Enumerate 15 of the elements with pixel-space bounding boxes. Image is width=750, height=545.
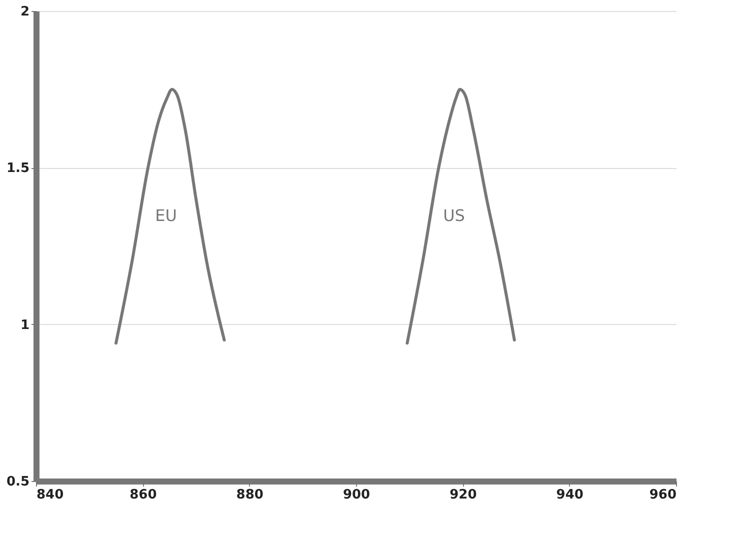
x-tick-label: 920 — [450, 488, 477, 502]
x-tick-label: 960 — [649, 488, 676, 502]
y-tick-label: 1 — [20, 318, 30, 333]
x-tick-label: 940 — [556, 488, 584, 502]
line-series — [114, 88, 226, 345]
x-tick-label: 860 — [130, 488, 157, 502]
line-series — [406, 88, 516, 345]
y-tick-label: 1.5 — [6, 161, 30, 176]
y-tick-label: 0.5 — [6, 474, 30, 490]
y-tick-label: 2 — [20, 4, 30, 20]
series-label: EU — [155, 206, 177, 226]
x-tick-label: 880 — [236, 488, 264, 502]
series-label: US — [443, 206, 465, 226]
x-tick-label: 900 — [342, 488, 370, 502]
x-tick-label: 840 — [36, 488, 64, 502]
